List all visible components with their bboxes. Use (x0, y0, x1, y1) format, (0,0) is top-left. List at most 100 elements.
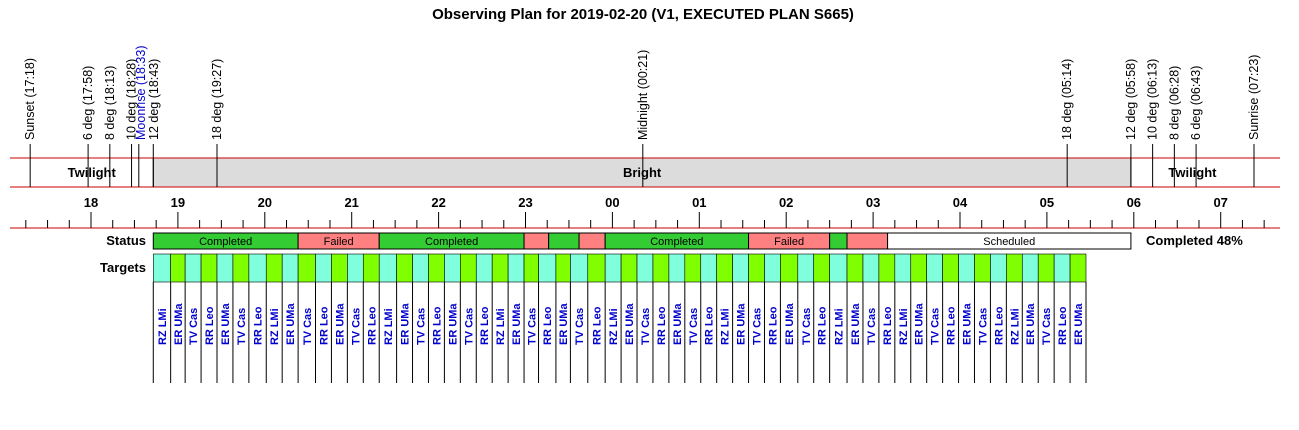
sky-band-0 (30, 158, 154, 187)
target-block-38 (764, 253, 781, 283)
target-label: ER UMa (850, 303, 862, 345)
target-label: RR Leo (591, 306, 603, 345)
target-label: ER UMa (334, 303, 346, 345)
target-label: ER UMa (558, 303, 570, 345)
target-label: TV Cas (866, 308, 878, 345)
completion-summary: Completed 48% (1146, 233, 1243, 248)
target-block-54 (1021, 253, 1039, 283)
target-block-40 (797, 253, 815, 283)
target-block-25 (555, 253, 571, 283)
hour-tick-label: 21 (344, 195, 358, 210)
hour-tick-label: 19 (171, 195, 185, 210)
target-label: RR Leo (656, 306, 668, 345)
target-block-29 (620, 253, 638, 283)
status-segment-label: Completed (199, 236, 252, 248)
target-block-3 (200, 253, 218, 283)
target-label: RZ LMi (383, 308, 395, 345)
target-block-31 (652, 253, 670, 283)
target-label: RR Leo (431, 306, 443, 345)
target-block-8 (281, 253, 299, 283)
event-label: 8 deg (06:28) (1167, 66, 1181, 140)
target-label: RZ LMi (833, 308, 845, 345)
target-label: RR Leo (882, 306, 894, 345)
target-block-47 (910, 253, 927, 283)
target-label: TV Cas (977, 308, 989, 345)
target-block-30 (636, 253, 654, 283)
target-label: ER UMa (672, 303, 684, 345)
target-block-53 (1006, 253, 1023, 283)
sky-band-1 (153, 158, 1131, 187)
target-block-37 (748, 253, 765, 283)
target-label: RZ LMi (608, 308, 620, 345)
target-block-28 (604, 253, 622, 283)
target-label: RZ LMi (898, 308, 910, 345)
target-block-46 (894, 253, 912, 283)
target-block-9 (297, 253, 316, 283)
target-label: ER UMa (220, 303, 232, 345)
target-label: RR Leo (542, 306, 554, 345)
target-block-11 (331, 253, 348, 283)
target-label: RR Leo (817, 306, 829, 345)
target-block-55 (1037, 253, 1055, 283)
target-block-39 (780, 253, 799, 283)
target-block-12 (347, 253, 364, 283)
target-block-1 (170, 253, 186, 283)
target-block-52 (990, 253, 1007, 283)
event-label: 10 deg (18:28) (125, 59, 139, 140)
target-block-16 (412, 253, 429, 283)
event-label: Sunset (17:18) (23, 58, 37, 140)
status-segment-label: Scheduled (983, 236, 1035, 248)
target-label: RZ LMi (157, 308, 169, 345)
target-label: RR Leo (946, 306, 958, 345)
target-label: RR Leo (767, 306, 779, 345)
target-label: ER UMa (511, 303, 523, 345)
target-block-43 (846, 253, 864, 283)
target-block-50 (958, 253, 975, 283)
target-label: ER UMa (962, 303, 974, 345)
target-block-10 (315, 253, 332, 283)
target-block-35 (716, 253, 733, 283)
event-label: 18 deg (05:14) (1060, 59, 1074, 140)
target-label: TV Cas (236, 308, 248, 345)
target-block-51 (974, 253, 991, 283)
target-label: ER UMa (173, 303, 185, 345)
target-label: RR Leo (993, 306, 1005, 345)
hour-tick-label: 06 (1127, 195, 1141, 210)
target-block-2 (184, 253, 202, 283)
event-label: 12 deg (05:58) (1124, 59, 1138, 140)
target-block-13 (362, 253, 380, 283)
target-block-19 (460, 253, 477, 283)
sky-bands: Twilight Bright Twilight (10, 157, 1280, 188)
target-label: TV Cas (1041, 308, 1053, 345)
target-label: TV Cas (526, 308, 538, 345)
status-segment-9 (846, 232, 889, 250)
target-block-22 (507, 253, 525, 283)
event-label: 18 deg (19:27) (210, 59, 224, 140)
target-block-33 (684, 253, 702, 283)
target-block-24 (538, 253, 557, 283)
event-label: 12 deg (18:43) (147, 59, 161, 140)
target-label: ER UMa (1025, 303, 1037, 345)
target-label: RZ LMi (1009, 308, 1021, 345)
target-label: RZ LMi (269, 308, 281, 345)
hour-tick-label: 18 (84, 195, 98, 210)
target-block-42 (829, 253, 848, 283)
target-label: RR Leo (479, 306, 491, 345)
event-label: Sunrise (07:23) (1247, 55, 1261, 140)
target-label: TV Cas (302, 308, 314, 345)
target-label: ER UMa (285, 303, 297, 345)
hour-tick-label: 02 (779, 195, 793, 210)
target-label: TV Cas (574, 308, 586, 345)
target-label: ER UMa (784, 303, 796, 345)
target-block-4 (216, 253, 234, 283)
sky-band-2 (1130, 158, 1255, 187)
target-block-15 (396, 253, 413, 283)
target-block-21 (491, 253, 509, 283)
event-label: 6 deg (17:58) (81, 66, 95, 140)
status-segment-5 (578, 232, 606, 250)
status-segment-8 (829, 232, 848, 250)
sky-band-label: Twilight (68, 165, 117, 180)
target-label: RR Leo (704, 306, 716, 345)
